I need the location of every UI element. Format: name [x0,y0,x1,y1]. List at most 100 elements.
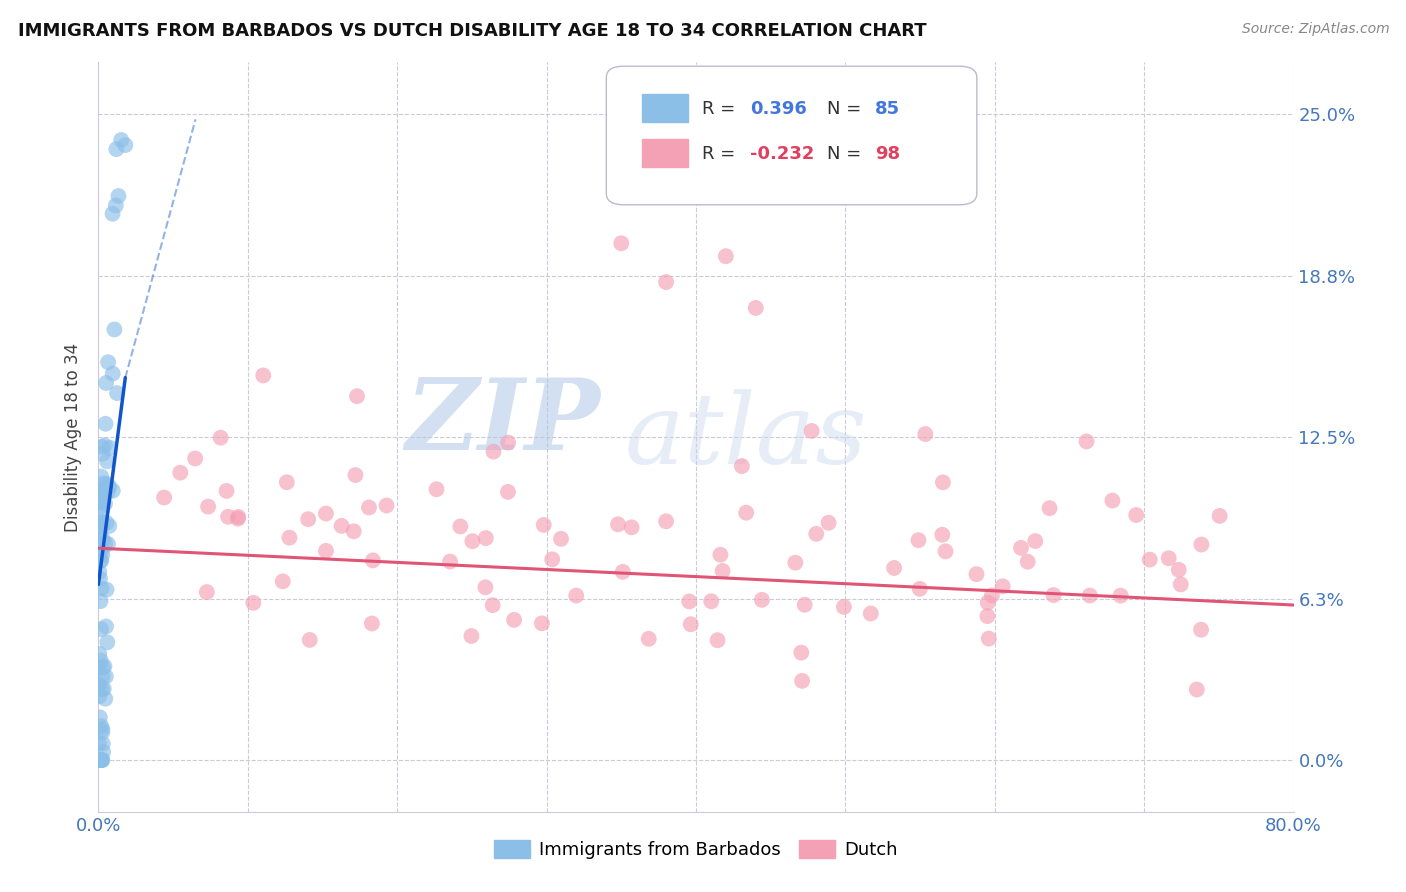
Point [91,737,114,751]
Point [215,483,238,498]
Point [96,485,118,500]
Point [90,582,112,596]
Point [91,682,114,697]
Point [790,673,813,688]
Point [197,500,219,514]
Point [315,507,337,521]
Point [330,519,353,533]
Text: atlas: atlas [624,390,868,484]
Point [90,542,112,557]
Point [93,681,115,696]
Point [709,548,731,562]
Point [496,484,519,499]
Point [706,633,728,648]
Point [1139,552,1161,566]
Point [914,427,936,442]
Point [114,138,136,153]
Point [90,499,112,513]
Point [91,532,114,546]
Text: R =: R = [702,100,741,118]
Point [91,548,114,562]
Point [832,599,855,614]
Point [91,447,114,461]
Point [195,585,218,599]
Point [90,653,112,667]
Point [94,536,117,550]
Point [89,753,111,767]
Point [496,435,519,450]
Point [90,753,112,767]
Point [298,632,321,647]
Point [731,458,754,473]
Point [89,572,111,586]
Point [90,753,112,767]
Point [105,142,128,156]
Point [87,678,110,692]
Point [101,483,124,498]
Point [228,510,250,524]
Point [153,491,176,505]
Point [93,476,115,491]
Point [610,236,633,251]
Point [96,516,118,530]
Point [1185,682,1208,697]
Point [503,613,526,627]
Point [481,598,503,612]
Point [103,322,125,336]
Point [700,594,723,608]
Text: ZIP: ZIP [405,374,600,470]
Point [883,561,905,575]
Point [655,275,678,289]
Point [745,301,768,315]
Point [1078,589,1101,603]
Point [991,579,1014,593]
Legend: Immigrants from Barbados, Dutch: Immigrants from Barbados, Dutch [486,832,905,866]
Point [97,537,120,551]
Point [980,588,1002,602]
Point [91,723,114,737]
Point [90,719,112,733]
Point [226,512,249,526]
Point [806,526,828,541]
Point [1038,501,1060,516]
Point [1017,555,1039,569]
Point [87,753,110,767]
Point [817,516,839,530]
Point [474,580,496,594]
Point [105,386,128,401]
Point [97,355,120,369]
Text: Source: ZipAtlas.com: Source: ZipAtlas.com [1241,22,1389,37]
Point [96,582,118,597]
Point [217,509,239,524]
Point [735,506,758,520]
Point [94,376,117,390]
Point [101,207,124,221]
Point [91,503,114,517]
Point [184,451,207,466]
Point [89,525,111,540]
Point [550,532,572,546]
Point [344,468,367,483]
Point [91,753,114,767]
Point [93,659,115,673]
Point [908,582,931,596]
Point [1167,563,1189,577]
Point [90,469,112,483]
Point [90,554,112,568]
Point [87,679,110,693]
Point [89,594,111,608]
Point [91,745,114,759]
Point [242,596,264,610]
Text: R =: R = [702,145,741,163]
Point [475,531,498,545]
Bar [643,139,688,168]
Point [655,514,678,528]
Point [714,249,737,263]
Point [94,417,117,431]
Point [87,753,110,767]
Point [343,524,366,539]
Point [98,480,121,494]
Point [91,660,114,674]
Point [966,567,988,582]
Point [90,553,112,567]
